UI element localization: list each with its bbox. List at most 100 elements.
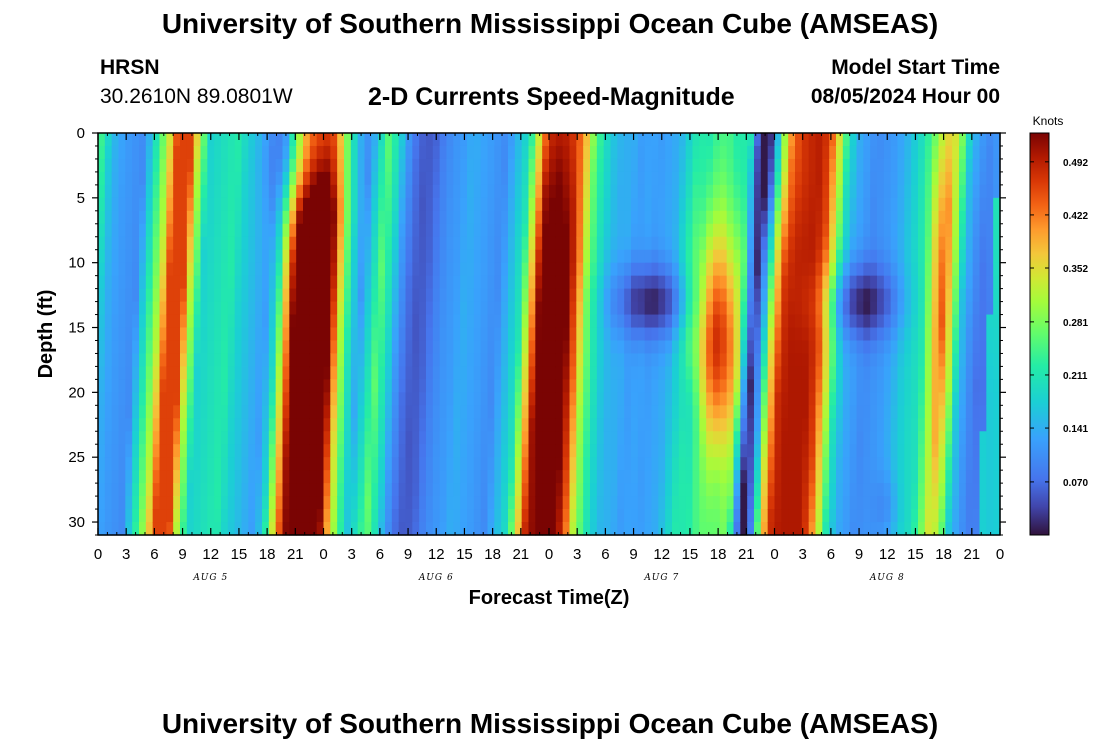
heatmap-cell [576,327,584,342]
heatmap-cell [446,210,454,225]
heatmap-cell [760,509,769,523]
heatmap-cell [754,223,762,238]
heatmap-cell [795,184,803,199]
heatmap-cell [535,301,543,316]
heatmap-cell [836,444,844,458]
heatmap-cell [391,184,400,199]
heatmap-cell [528,197,536,212]
heatmap-cell [692,275,700,290]
heatmap-cell [262,236,270,251]
heatmap-cell [883,249,892,264]
heatmap-cell [918,431,926,445]
heatmap-cell [542,223,550,238]
heatmap-cell [419,431,427,445]
heatmap-cell [760,171,769,186]
heatmap-cell [152,509,161,523]
heatmap-cell [637,522,646,536]
heatmap-cell [330,431,338,445]
heatmap-cell [904,171,912,186]
heatmap-cell [104,210,113,225]
heatmap-cell [931,457,940,471]
heatmap-cell [255,405,263,419]
heatmap-cell [289,496,297,510]
heatmap-cell [610,327,618,342]
heatmap-cell [952,184,960,199]
heatmap-cell [747,509,755,523]
heatmap-cell [842,197,851,212]
heatmap-cell [836,509,844,523]
heatmap-cell [405,483,413,497]
heatmap-cell [692,223,700,238]
heatmap-cell [631,314,639,329]
heatmap-cell [692,418,700,432]
heatmap-cell [467,197,475,212]
heatmap-cell [918,133,926,147]
heatmap-cell [337,444,345,458]
heatmap-cell [494,444,502,458]
heatmap-cell [555,145,564,160]
heatmap-cell [173,418,181,432]
heatmap-cell [453,353,461,368]
heatmap-cell [262,379,270,393]
heatmap-cell [631,470,639,484]
colorbar-tick-label: 0.211 [1063,371,1088,382]
heatmap-cell [152,392,161,406]
heatmap-cell [822,522,830,536]
heatmap-cell [262,210,270,225]
heatmap-cell [344,314,352,329]
heatmap-cell [166,379,174,393]
heatmap-cell [986,457,994,471]
heatmap-cell [685,275,694,290]
heatmap-cell [924,392,933,406]
heatmap-cell [460,470,468,484]
heatmap-cell [412,496,420,510]
heatmap-cell [993,184,1001,199]
heatmap-cell [446,223,454,238]
heatmap-cell [590,197,598,212]
heatmap-cell [350,262,359,277]
heatmap-cell [706,223,714,238]
heatmap-cell [255,392,263,406]
heatmap-cell [159,314,167,329]
heatmap-cell [938,522,946,536]
heatmap-cell [808,483,817,497]
heatmap-cell [139,340,147,355]
heatmap-cell [610,379,618,393]
heatmap-cell [227,314,236,329]
heatmap-cell [706,353,714,368]
heatmap-cell [788,418,796,432]
heatmap-cell [583,249,591,264]
heatmap-cell [528,236,536,251]
heatmap-cell [262,327,270,342]
heatmap-cell [173,210,181,225]
heatmap-cell [576,249,584,264]
heatmap-cell [207,418,215,432]
heatmap-cell [214,366,222,380]
heatmap-cell [528,392,536,406]
heatmap-cell [268,262,277,277]
heatmap-cell [473,418,482,432]
heatmap-cell [453,457,461,471]
heatmap-cell [255,171,263,186]
heatmap-cell [412,133,420,147]
heatmap-cell [501,145,509,160]
heatmap-cell [241,340,249,355]
heatmap-cell [227,184,236,199]
heatmap-cell [364,275,372,290]
heatmap-cell [180,431,188,445]
heatmap-cell [378,457,386,471]
heatmap-cell [200,301,208,316]
heatmap-cell [774,496,782,510]
heatmap-cell [200,184,208,199]
heatmap-cell [289,236,297,251]
heatmap-cell [801,483,810,497]
heatmap-cell [535,444,543,458]
heatmap-cell [788,158,796,173]
heatmap-cell [624,392,632,406]
heatmap-cell [877,457,885,471]
heatmap-cell [193,522,202,536]
heatmap-cell [330,223,338,238]
heatmap-cell [897,314,905,329]
heatmap-cell [405,327,413,342]
heatmap-cell [446,158,454,173]
